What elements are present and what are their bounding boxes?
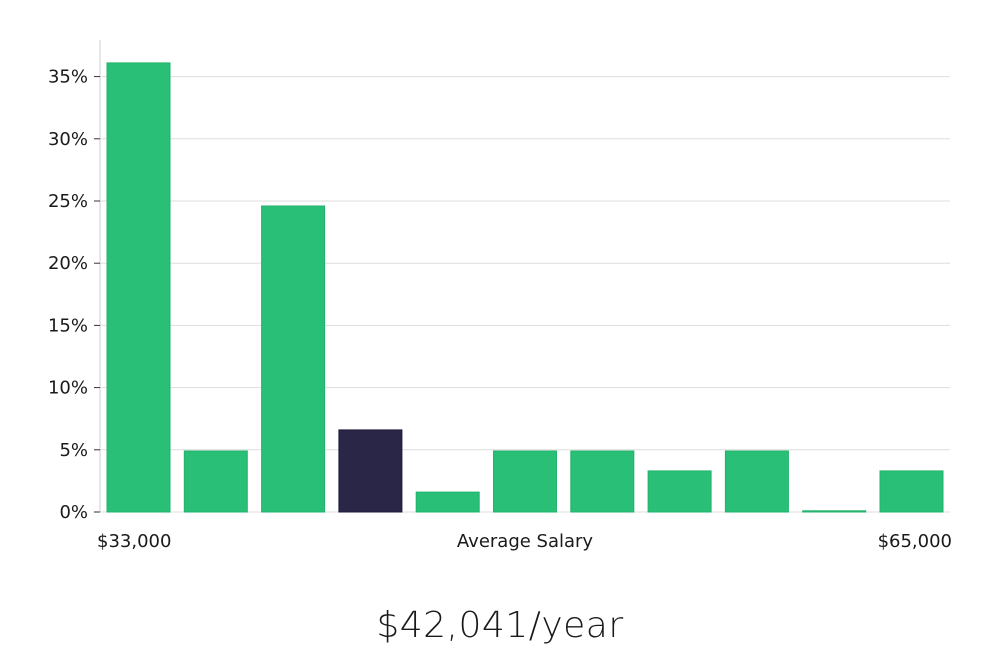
- y-tick-label: 20%: [48, 253, 88, 274]
- y-tick-label: 0%: [59, 502, 88, 523]
- y-tick-label: 5%: [59, 440, 88, 461]
- y-axis-ticks: 0% 5% 10% 15% 20% 25% 30% 35%: [48, 67, 100, 523]
- bar: [261, 205, 326, 513]
- bar-highlighted: [338, 429, 403, 513]
- bar: [106, 62, 171, 513]
- bar: [802, 510, 867, 513]
- bar: [647, 470, 712, 513]
- y-tick-label: 35%: [48, 67, 88, 88]
- bars: [106, 62, 944, 513]
- bar: [724, 450, 789, 513]
- bar: [493, 450, 557, 513]
- y-tick-label: 30%: [48, 129, 88, 150]
- x-label-start: $33,000: [97, 531, 171, 552]
- y-tick-label: 10%: [48, 378, 88, 399]
- bar: [570, 450, 635, 513]
- bar: [183, 450, 248, 513]
- x-label-end: $65,000: [878, 531, 952, 552]
- gridlines: [100, 76, 950, 513]
- y-tick-label: 25%: [48, 191, 88, 212]
- bar: [879, 470, 944, 513]
- x-axis-title: Average Salary: [457, 531, 594, 552]
- bar: [415, 491, 480, 513]
- average-salary-figure: $42,041/year: [376, 605, 624, 646]
- salary-histogram: 0% 5% 10% 15% 20% 25% 30% 35% $33,000 Average S…: [48, 40, 952, 552]
- y-tick-label: 15%: [48, 315, 88, 336]
